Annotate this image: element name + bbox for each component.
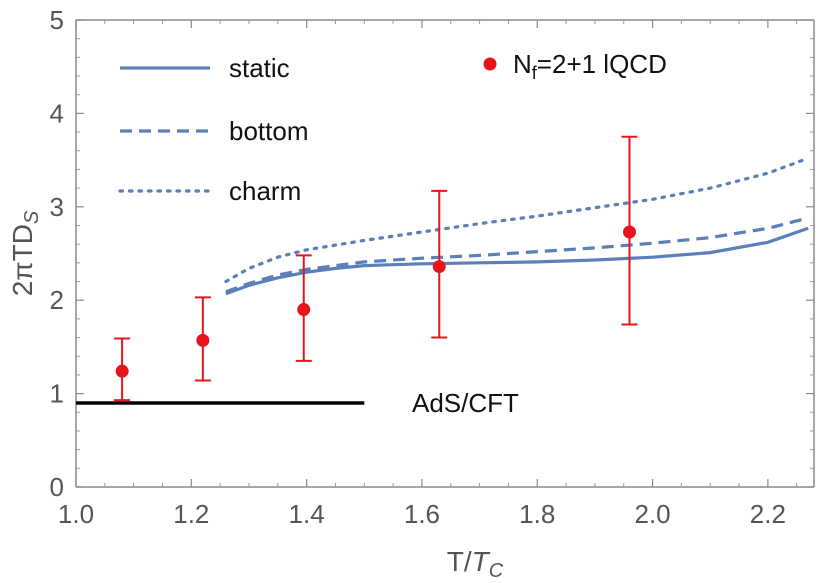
y-tick-label: 3	[50, 192, 64, 222]
series-line-bottom	[225, 216, 809, 294]
y-tick-label: 2	[50, 285, 64, 315]
reference-line-group: AdS/CFT	[76, 388, 519, 418]
y-tick-label: 1	[50, 379, 64, 409]
data-point	[623, 225, 636, 239]
series-line-charm	[224, 156, 810, 284]
x-tick-label: 1.2	[173, 499, 209, 529]
data-point	[196, 333, 210, 347]
legend-label-points: Nf=2+1 lQCD	[513, 49, 667, 83]
x-tick-label: 1.8	[519, 499, 555, 529]
x-tick-label: 1.0	[58, 499, 94, 529]
y-tick-label: 4	[50, 98, 64, 128]
reference-line-label: AdS/CFT	[412, 388, 519, 418]
x-tick-label: 2.2	[750, 499, 786, 529]
series-line-static	[225, 226, 809, 296]
data-point	[297, 303, 311, 317]
x-tick-label: 1.6	[404, 499, 440, 529]
legend-label-bottom: bottom	[229, 116, 309, 146]
data-point	[115, 364, 129, 378]
x-axis-title: T/TC	[447, 546, 504, 582]
data-points	[114, 135, 638, 402]
legend-label-static: static	[229, 53, 290, 83]
x-tick-label: 1.4	[289, 499, 325, 529]
y-axis-title-group: 2πTDS	[7, 210, 43, 296]
axes: 1.0 1.2 1.4 1.6 1.8 2.0 2.2 0 1 2 3 4 5 T/TC 2πTDS	[7, 5, 815, 582]
legend-marker-points	[483, 57, 497, 71]
y-axis-title: 2πTDS	[7, 210, 43, 296]
legend: static bottom charm Nf=2+1 lQCD	[118, 49, 667, 206]
y-tick-label: 5	[50, 5, 64, 35]
curves	[224, 156, 810, 296]
x-tick-label: 2.0	[634, 499, 670, 529]
legend-label-charm: charm	[229, 176, 301, 206]
data-point	[432, 260, 446, 274]
y-tick-label: 0	[50, 472, 64, 502]
